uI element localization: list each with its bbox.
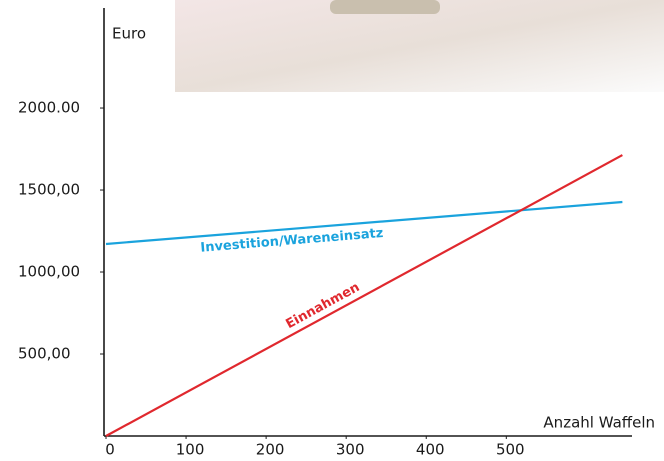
series-label: Einnahmen bbox=[284, 280, 363, 332]
x-tick-label: 100 bbox=[176, 441, 205, 459]
chart: Euro Anzahl Waffeln 500,00 1000,00 1500,00… bbox=[0, 0, 664, 461]
x-axis-label: Anzahl Waffeln bbox=[543, 414, 655, 432]
y-axis-label: Euro bbox=[112, 25, 146, 43]
x-tick-label: 0 bbox=[105, 441, 115, 459]
y-tick-label: 1500,00 bbox=[18, 181, 80, 199]
x-tick-label: 300 bbox=[336, 441, 365, 459]
x-tick-label: 500 bbox=[496, 441, 525, 459]
y-tick-label: 500,00 bbox=[18, 345, 71, 363]
y-tick-label: 2000.00 bbox=[18, 99, 80, 117]
series-label: Investition/Wareneinsatz bbox=[200, 226, 384, 256]
line bbox=[106, 155, 622, 436]
coins bbox=[330, 0, 440, 14]
x-tick-label: 200 bbox=[256, 441, 285, 459]
y-tick-label: 1000,00 bbox=[18, 263, 80, 281]
x-tick-label: 400 bbox=[416, 441, 445, 459]
